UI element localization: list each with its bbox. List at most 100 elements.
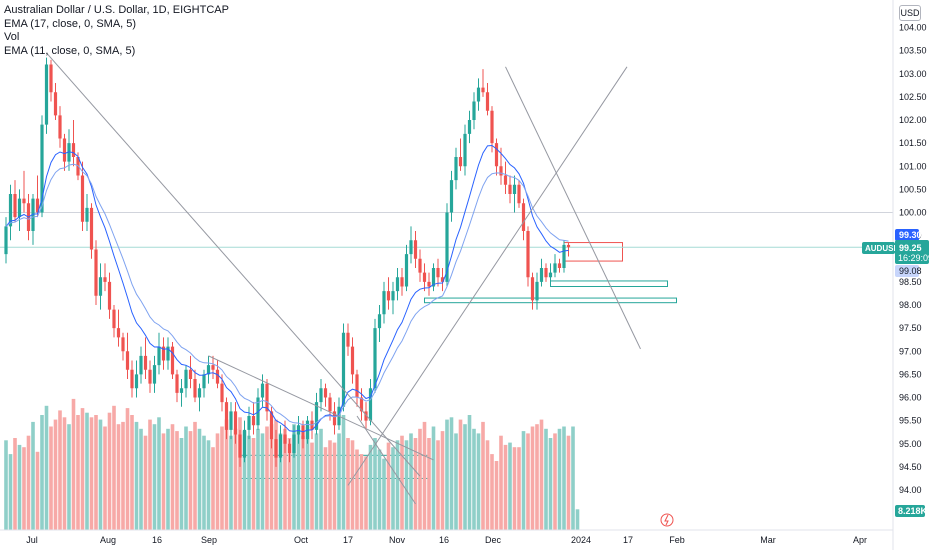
candle-body (71, 143, 76, 157)
candle-body (31, 198, 35, 231)
price-tick-label: 101.00 (899, 161, 927, 171)
trendline-3[interactable] (505, 66, 641, 350)
volume-bar (13, 438, 17, 530)
price-tick-label: 103.50 (899, 46, 927, 56)
price-tick-label: 97.00 (899, 346, 922, 356)
chart-legend: Australian Dollar / U.S. Dollar, 1D, EIG… (4, 4, 229, 58)
candle-body (215, 369, 220, 384)
candle-body (283, 434, 287, 444)
candle-body (346, 332, 350, 347)
volume-bar (130, 415, 134, 530)
price-tick-label: 102.50 (899, 92, 927, 102)
volume-bar (521, 431, 526, 530)
candle-body (247, 416, 251, 430)
volume-bar (319, 428, 323, 530)
symbol-title[interactable]: Australian Dollar / U.S. Dollar, 1D, EIG… (4, 4, 229, 16)
candle-body (175, 374, 179, 393)
volume-bar (76, 415, 80, 530)
volume-bar (161, 433, 166, 530)
candle-body (4, 226, 8, 255)
candle-body (539, 268, 544, 282)
candle-body (224, 402, 229, 430)
ema-17-line[interactable] (5, 163, 569, 426)
zone-rect-3[interactable] (563, 242, 623, 262)
candle-body (53, 92, 58, 116)
volume-bar (215, 433, 220, 530)
candle-body (521, 203, 526, 231)
trendline-2[interactable] (347, 66, 628, 486)
candle-body (436, 268, 440, 278)
candle-body (413, 240, 418, 259)
volume-indicator-label[interactable]: Vol (4, 31, 20, 43)
candle-body (229, 411, 233, 430)
lower-level-tag-text: 99.08 (899, 266, 922, 276)
volume-bar (485, 440, 490, 530)
candle-body (265, 383, 269, 412)
price-tick-label: 98.50 (899, 277, 922, 287)
candle-body (62, 138, 67, 162)
candle-body (422, 272, 427, 282)
candle-body (292, 434, 296, 453)
candle-body (112, 309, 116, 329)
volume-layer (4, 398, 580, 530)
candle-body (404, 254, 409, 287)
candle-body (391, 291, 395, 301)
price-tick-label: 95.50 (899, 416, 922, 426)
volume-bar (278, 433, 283, 530)
price-tick-label: 104.00 (899, 23, 927, 33)
volume-bar (44, 405, 49, 530)
volume-bar (557, 428, 562, 530)
time-tick-label: Apr (853, 535, 867, 545)
candle-body (179, 388, 184, 393)
volume-bar (17, 444, 22, 530)
price-tick-label: 97.50 (899, 323, 922, 333)
candle-body (98, 277, 103, 296)
time-tick-label: 16 (439, 535, 449, 545)
volume-bar (413, 438, 418, 530)
candle-body (152, 365, 157, 384)
volume-bar (535, 424, 539, 530)
time-tick-label: Oct (294, 535, 309, 545)
candle-body (13, 194, 17, 218)
trendlines-layer[interactable] (46, 52, 641, 505)
candles-layer (4, 57, 571, 467)
candle-body (562, 244, 566, 268)
ema-11-indicator-label[interactable]: EMA (11, close, 0, SMA, 5) (4, 44, 136, 57)
volume-bar (544, 428, 548, 530)
volume-bar (337, 433, 341, 530)
volume-bar (296, 431, 301, 530)
candle-body (463, 133, 467, 167)
currency-selector[interactable]: USD (899, 5, 921, 21)
volume-bar (107, 412, 112, 530)
volume-bar (481, 421, 485, 530)
volume-bar (283, 428, 287, 530)
lightning-icon[interactable] (660, 513, 674, 527)
price-tick-label: 100.50 (899, 184, 927, 194)
price-tick-label: 95.00 (899, 439, 922, 449)
candle-body (130, 369, 134, 389)
candle-body (202, 374, 206, 389)
candle-body (481, 87, 485, 93)
candle-body (373, 328, 377, 389)
trendline-4[interactable] (356, 415, 416, 505)
time-axis[interactable]: Jul Aug 16 Sep Oct 17 Nov 16 Dec 2024 17 Feb Mar Apr (0, 529, 893, 545)
ema-11-line[interactable] (5, 144, 569, 433)
volume-bar (265, 426, 269, 530)
price-tick-label: 103.00 (899, 69, 927, 79)
volume-bar (211, 447, 215, 530)
volume-bar (139, 428, 143, 530)
trendline-0[interactable] (46, 52, 421, 477)
symbol-tag-text: AUDUSD (865, 244, 899, 253)
zone-rect-1[interactable] (424, 297, 677, 304)
ema-17-indicator-label[interactable]: EMA (17, close, 0, SMA, 5) (4, 17, 137, 30)
volume-bar (386, 442, 391, 530)
upper-level-tag (895, 229, 919, 241)
volume-bar (472, 428, 476, 530)
candle-body (377, 314, 382, 329)
candle-body (107, 281, 112, 310)
candle-body (58, 115, 62, 139)
volume-bar (359, 454, 364, 530)
trendline-1[interactable] (208, 355, 434, 461)
volume-bar (58, 410, 62, 530)
